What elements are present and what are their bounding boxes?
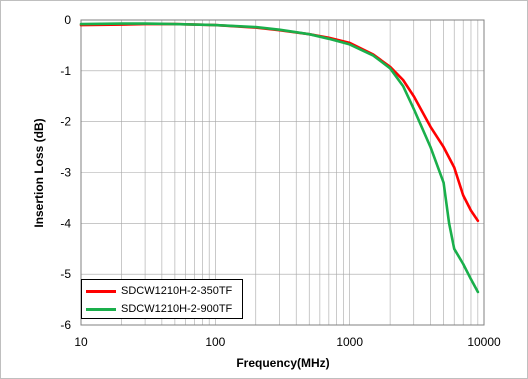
legend-item-350tf: SDCW1210H-2-350TF [86,282,232,300]
legend-swatch-green [86,307,116,311]
y-tick-label: -2 [60,115,71,129]
y-axis-ticks: 0 -1 -2 -3 -4 -5 -6 [60,13,71,332]
y-tick-label: -5 [60,267,71,281]
y-axis-title: Insertion Loss (dB) [32,118,46,227]
series-lines [79,22,480,294]
y-tick-label: -3 [60,166,71,180]
y-tick-label: 0 [64,13,71,27]
x-axis-title: Frequency(MHz) [236,356,329,370]
legend-label: SDCW1210H-2-900TF [121,303,233,315]
legend-label: SDCW1210H-2-350TF [121,285,233,297]
legend-swatch-red [86,289,116,293]
legend-item-900tf: SDCW1210H-2-900TF [86,300,232,318]
y-tick-label: -4 [60,216,71,230]
plot-area-border [80,19,485,326]
grid [81,19,484,326]
x-tick-label: 1000 [336,335,363,349]
x-tick-label: 100 [205,335,225,349]
series-line-900tf [79,22,480,294]
x-axis-ticks: 10 100 1000 10000 [74,335,501,349]
y-tick-label: -1 [60,64,71,78]
y-tick-label: -6 [60,318,71,332]
legend: SDCW1210H-2-350TF SDCW1210H-2-900TF [81,279,243,319]
x-tick-label: 10 [74,335,88,349]
x-tick-label: 10000 [467,335,501,349]
